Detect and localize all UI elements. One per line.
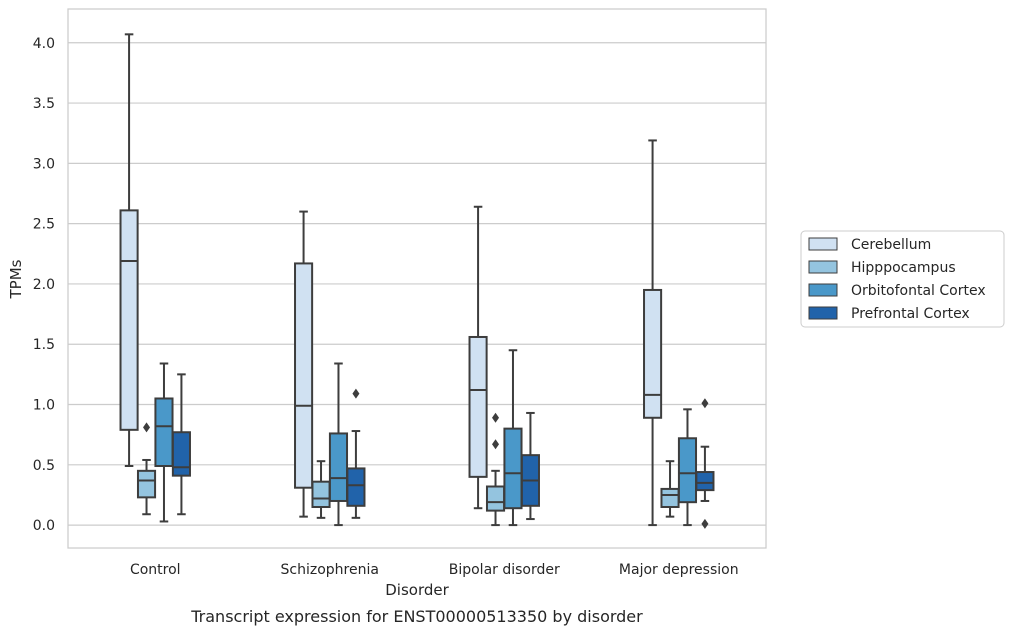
legend-label: Prefrontal Cortex — [851, 306, 970, 322]
y-tick-label: 1.5 — [33, 337, 55, 353]
x-tick-label: Bipolar disorder — [449, 562, 560, 578]
box — [695, 398, 715, 529]
legend-label: Hipppocampus — [851, 260, 956, 276]
y-axis-label: TPMs — [7, 259, 25, 299]
outlier-point — [701, 518, 709, 529]
box — [520, 411, 540, 521]
y-tick-label: 0.5 — [33, 458, 55, 474]
x-axis-label: Disorder — [385, 581, 449, 599]
legend: Cerebellum Hipppocampus Orbitofontal Corte… — [800, 230, 1005, 328]
legend-swatch — [808, 306, 838, 320]
box-iqr — [154, 397, 174, 468]
outlier-point — [143, 422, 151, 433]
x-tick-label: Major depression — [619, 562, 739, 578]
box-plot-series — [119, 33, 715, 529]
x-tick-labels: Control Schizophrenia Bipolar disorder Majo… — [130, 562, 739, 578]
box-iqr — [328, 432, 349, 502]
y-tick-label: 2.0 — [33, 277, 55, 293]
box — [136, 422, 157, 516]
box-iqr — [660, 487, 680, 509]
outlier-point — [352, 388, 360, 399]
y-tick-label: 3.0 — [33, 156, 55, 172]
legend-label: Cerebellum — [851, 237, 931, 253]
outlier-point — [492, 439, 500, 450]
box-iqr — [119, 209, 139, 431]
chart-caption: Transcript expression for ENST0000051335… — [190, 607, 643, 626]
outlier-point — [492, 412, 500, 423]
box — [119, 33, 139, 468]
series-prefrontal-cortex — [171, 373, 715, 529]
box-iqr — [643, 288, 663, 419]
x-tick-label: Schizophrenia — [281, 562, 379, 578]
box — [643, 139, 663, 527]
series-cerebellum — [119, 33, 663, 527]
box-iqr — [695, 471, 715, 492]
outlier-point — [701, 398, 709, 409]
y-tick-label: 0.0 — [33, 518, 55, 534]
x-tick-label: Control — [130, 562, 181, 578]
box — [328, 362, 349, 527]
box — [660, 460, 680, 518]
y-tick-labels: 0.0 0.5 1.0 1.5 2.0 2.5 3.0 3.5 4.0 — [33, 36, 55, 534]
box-iqr — [677, 437, 698, 504]
legend-frame — [800, 230, 1005, 328]
box — [311, 460, 331, 519]
box-iqr — [311, 480, 331, 509]
box-iqr — [136, 469, 157, 499]
box-iqr — [468, 335, 488, 478]
legend-swatch — [808, 237, 838, 251]
box — [171, 373, 191, 516]
legend-label: Orbitofontal Cortex — [851, 283, 986, 299]
box — [294, 210, 314, 518]
box-iqr — [485, 485, 506, 512]
series-hipppocampus — [136, 412, 680, 527]
plot-area-frame — [67, 8, 767, 549]
box — [677, 408, 698, 527]
y-tick-label: 4.0 — [33, 36, 55, 52]
series-orbitofontal-cortex — [154, 349, 698, 527]
box — [468, 205, 488, 510]
box — [503, 349, 523, 527]
y-tick-label: 3.5 — [33, 96, 55, 112]
box — [346, 388, 366, 519]
y-tick-label: 1.0 — [33, 398, 55, 414]
box-iqr — [171, 431, 191, 477]
box — [154, 362, 174, 523]
box-iqr — [346, 467, 366, 507]
legend-swatch — [808, 260, 838, 274]
legend-swatch — [808, 283, 838, 297]
box — [485, 412, 506, 527]
box-iqr — [294, 262, 314, 489]
y-tick-label: 2.5 — [33, 217, 55, 233]
box-iqr — [503, 427, 523, 510]
